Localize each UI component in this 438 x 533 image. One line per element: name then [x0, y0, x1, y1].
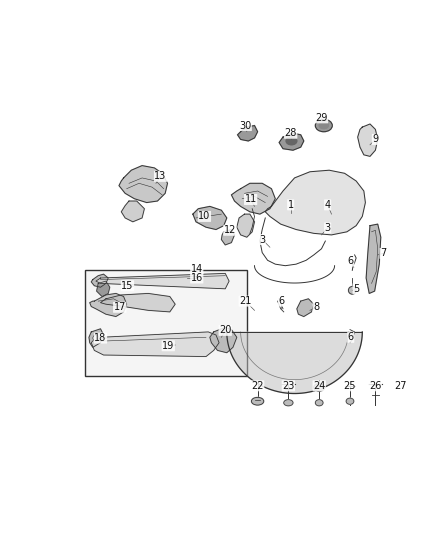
Text: 29: 29	[315, 113, 328, 123]
Circle shape	[349, 287, 356, 294]
Polygon shape	[265, 170, 365, 235]
Text: 21: 21	[239, 296, 251, 306]
Text: 6: 6	[348, 332, 354, 342]
Text: 14: 14	[191, 264, 203, 274]
Text: 11: 11	[244, 195, 257, 205]
Ellipse shape	[284, 400, 293, 406]
Polygon shape	[96, 273, 229, 289]
Ellipse shape	[251, 398, 264, 405]
Polygon shape	[121, 201, 145, 222]
Ellipse shape	[286, 137, 297, 145]
Text: 6: 6	[348, 256, 354, 266]
Text: 12: 12	[224, 225, 236, 235]
Text: 10: 10	[198, 212, 211, 221]
Text: 8: 8	[313, 302, 319, 312]
Ellipse shape	[346, 398, 354, 405]
Polygon shape	[366, 224, 381, 294]
Text: 5: 5	[353, 284, 359, 294]
Ellipse shape	[315, 119, 332, 132]
Text: 4: 4	[325, 200, 331, 210]
Text: 23: 23	[282, 381, 295, 391]
Polygon shape	[97, 281, 110, 296]
Ellipse shape	[394, 386, 408, 393]
Polygon shape	[193, 206, 227, 230]
Text: 30: 30	[239, 120, 251, 131]
Polygon shape	[90, 294, 127, 317]
Polygon shape	[358, 124, 378, 156]
Polygon shape	[119, 166, 167, 203]
Text: 18: 18	[94, 333, 106, 343]
Polygon shape	[89, 329, 103, 348]
Text: 13: 13	[155, 172, 167, 181]
Polygon shape	[100, 294, 175, 312]
Text: 6: 6	[279, 296, 285, 306]
Polygon shape	[297, 299, 314, 317]
Polygon shape	[237, 126, 258, 141]
Text: 28: 28	[285, 128, 297, 138]
Text: 19: 19	[162, 341, 174, 351]
Text: 3: 3	[325, 223, 331, 233]
Text: 26: 26	[369, 381, 381, 391]
Text: 7: 7	[380, 248, 386, 259]
Polygon shape	[279, 133, 304, 150]
Polygon shape	[227, 332, 362, 393]
Ellipse shape	[314, 384, 325, 391]
Polygon shape	[91, 332, 219, 357]
Ellipse shape	[319, 123, 328, 128]
Circle shape	[93, 335, 99, 341]
Text: 1: 1	[288, 200, 294, 210]
Text: 15: 15	[121, 281, 134, 290]
Polygon shape	[231, 183, 276, 214]
Text: 9: 9	[372, 134, 378, 144]
Polygon shape	[210, 327, 237, 353]
Bar	[85, 270, 247, 376]
Text: 25: 25	[344, 381, 356, 391]
Polygon shape	[221, 230, 234, 245]
Text: 3: 3	[259, 235, 265, 245]
Text: 27: 27	[395, 381, 407, 391]
Text: 22: 22	[251, 381, 264, 391]
Text: 20: 20	[219, 325, 231, 335]
Polygon shape	[237, 214, 254, 237]
Text: 16: 16	[191, 273, 203, 283]
Text: 24: 24	[313, 381, 325, 391]
Text: 17: 17	[113, 302, 126, 312]
Ellipse shape	[315, 400, 323, 406]
Polygon shape	[91, 274, 108, 287]
